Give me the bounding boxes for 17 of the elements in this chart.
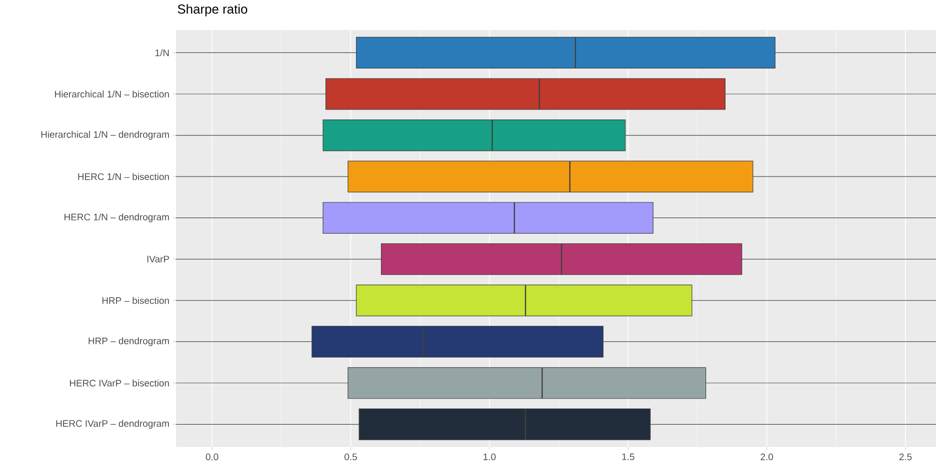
- x-tick-label: 2.0: [760, 454, 774, 460]
- y-tick-label: 1/N: [155, 49, 169, 56]
- y-tick-label: Hierarchical 1/N – dendrogram: [41, 130, 169, 140]
- x-tick-label: 0.0: [206, 454, 218, 460]
- y-tick-label: Hierarchical 1/N – bisection: [55, 90, 169, 98]
- x-tick-label: 1.0: [484, 454, 496, 460]
- y-tick-label: HERC 1/N – dendrogram: [64, 213, 169, 222]
- y-tick-label: HRP – bisection: [102, 296, 169, 304]
- y-tick-label: HERC 1/N – bisection: [78, 173, 169, 180]
- x-tick-label: 1.5: [622, 454, 634, 460]
- x-tick-label: 2.5: [899, 454, 912, 460]
- y-tick-label: HERC IVarP – dendrogram: [56, 420, 169, 429]
- y-tick-label: HERC IVarP – bisection: [70, 380, 169, 386]
- y-tick-label: HRP – dendrogram: [88, 337, 169, 346]
- x-tick-label: 0.5: [344, 454, 357, 460]
- y-tick-label: IVarP: [147, 256, 169, 262]
- chart-title: Sharpe ratio: [178, 4, 248, 16]
